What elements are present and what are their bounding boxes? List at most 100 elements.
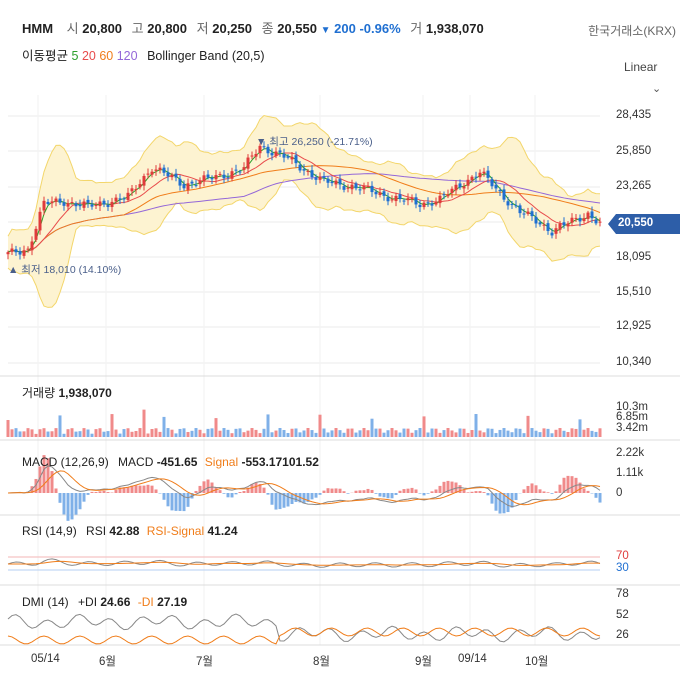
candle-body <box>374 191 378 195</box>
volume-bar <box>362 428 366 437</box>
volume-bar <box>258 433 262 437</box>
macd-histogram-bar <box>398 490 402 493</box>
macd-histogram-bar <box>318 493 322 495</box>
volume-bar <box>478 430 482 437</box>
candle-body <box>230 171 234 179</box>
volume-bar <box>58 415 62 437</box>
macd-line <box>7 465 601 508</box>
macd-histogram-bar <box>498 493 502 514</box>
candle-body <box>574 217 578 219</box>
volume-bar <box>438 432 442 437</box>
volume-bar <box>394 430 398 437</box>
volume-bar <box>426 432 430 437</box>
candle-body <box>426 202 430 204</box>
volume-bar <box>302 430 306 437</box>
macd-tick: 1.11k <box>616 467 644 479</box>
volume-bar <box>18 431 22 437</box>
candle-body <box>402 200 406 202</box>
macd-histogram-bar <box>278 493 282 510</box>
candle-body <box>234 169 238 171</box>
volume-bar <box>138 428 142 437</box>
volume-bar <box>286 432 290 437</box>
volume-bar <box>274 430 278 437</box>
macd-histogram-bar <box>470 491 474 493</box>
macd-histogram-bar <box>142 485 146 493</box>
macd-histogram-bar <box>294 493 298 502</box>
macd-histogram-bar <box>374 493 378 494</box>
chevron-down-icon[interactable]: ⌄ <box>652 83 662 95</box>
candle-body <box>318 176 322 180</box>
candle-body <box>570 217 574 223</box>
candle-body <box>178 178 182 186</box>
candle-body <box>62 202 66 206</box>
macd-histogram-bar <box>210 482 214 493</box>
candle-body <box>110 201 114 207</box>
scale-select[interactable]: Linear <box>624 60 657 74</box>
rsi-plot <box>7 556 601 571</box>
candle-body <box>182 184 186 189</box>
candle-body <box>114 197 118 202</box>
macd-histogram-bar <box>74 493 78 515</box>
macd-histogram-bar <box>538 489 542 493</box>
volume-bar <box>170 429 174 437</box>
volume-bar <box>226 429 230 437</box>
candle-body <box>186 183 190 190</box>
dmi-panel-legend: DMI (14) +DI 24.66 -DI 27.19 <box>22 595 187 609</box>
exchange-name: 한국거래소(KRX) <box>588 24 676 38</box>
candle-body <box>478 172 482 178</box>
macd-histogram-bar <box>134 485 138 493</box>
volume-bar <box>430 428 434 437</box>
volume-bar <box>386 430 390 437</box>
macd-histogram-bar <box>594 493 598 498</box>
macd-histogram-bar <box>354 490 358 493</box>
close-label: 종 <box>261 21 274 36</box>
candle-body <box>438 195 442 204</box>
volume-bar <box>162 416 166 437</box>
volume-bar <box>118 433 122 437</box>
x-axis-label: 7월 <box>196 656 213 668</box>
volume-bar <box>250 428 254 437</box>
volume-bar <box>178 428 182 437</box>
max-price-annotation: ▼ 최고 26,250 (-21.71%) <box>256 136 373 148</box>
candle-body <box>294 155 298 164</box>
macd-histogram-bar <box>46 458 50 493</box>
macd-histogram-bar <box>402 489 406 493</box>
volume-bar <box>154 428 158 437</box>
price-tick: 18,095 <box>616 251 652 263</box>
volume-bar <box>206 428 210 437</box>
rsi-panel-label: RSI (14,9) <box>22 524 77 538</box>
rsi-panel-legend: RSI (14,9) RSI 42.88 RSI-Signal 41.24 <box>22 524 238 538</box>
volume-bar <box>202 433 206 437</box>
ticker: HMM <box>22 21 54 36</box>
macd-histogram-bar <box>178 493 182 511</box>
macd-histogram-bar <box>386 493 390 499</box>
macd-histogram-bar <box>562 477 566 493</box>
volume-bar <box>26 428 30 437</box>
macd-histogram-bar <box>370 489 374 493</box>
x-axis-label: 8월 <box>313 656 330 668</box>
candle-body <box>126 192 130 200</box>
candle-body <box>322 176 326 178</box>
macd-histogram-bar <box>418 493 422 494</box>
volume-bar <box>414 430 418 437</box>
macd-histogram-bar <box>62 493 66 515</box>
macd-histogram-bar <box>50 471 54 493</box>
candle-body <box>390 199 394 201</box>
change-pct: -0.96% <box>359 21 401 36</box>
high-label: 고 <box>131 21 144 36</box>
volume-bar <box>570 428 574 437</box>
volume-bar <box>86 429 90 437</box>
candle-body <box>494 184 498 189</box>
candle-body <box>58 198 62 203</box>
macd-histogram-bar <box>586 490 590 493</box>
current-price-marker <box>608 214 680 234</box>
macd-histogram-bar <box>438 485 442 493</box>
volume-bar <box>298 432 302 437</box>
candle-body <box>418 204 422 208</box>
volume-bar <box>234 428 238 437</box>
macd-histogram-bar <box>338 488 342 493</box>
macd-histogram-bar <box>486 493 490 496</box>
macd-histogram-bar <box>38 466 42 493</box>
macd-histogram-bar <box>58 493 62 503</box>
